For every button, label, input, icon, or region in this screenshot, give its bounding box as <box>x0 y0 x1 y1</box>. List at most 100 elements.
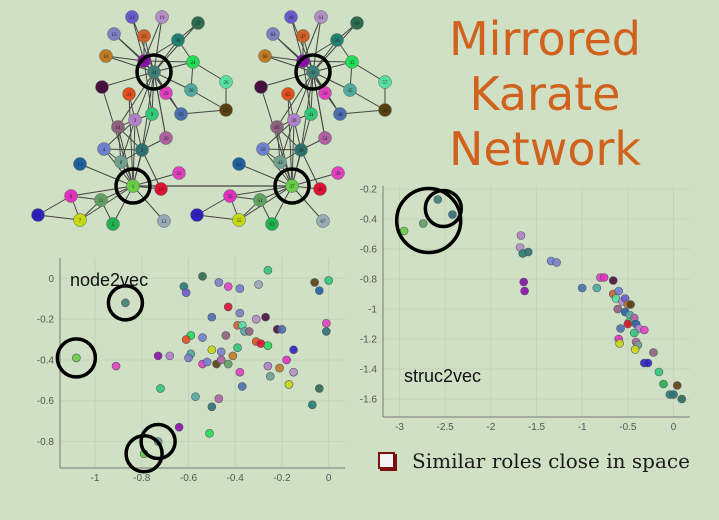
scatter-point <box>322 327 331 336</box>
scatter-point <box>520 286 529 296</box>
node-label: 65 <box>286 93 292 98</box>
scatter-point <box>263 341 273 350</box>
network-node <box>128 113 142 127</box>
network-node <box>111 120 125 134</box>
y-tick-label: -0.6 <box>360 245 378 256</box>
scatter-point <box>659 379 668 389</box>
network-node <box>94 193 108 207</box>
node-label: 59 <box>261 148 267 153</box>
network-node <box>137 29 151 43</box>
scatter-point <box>235 284 245 293</box>
highlight-circle <box>294 53 332 91</box>
network-edge <box>117 126 134 187</box>
network-edge <box>312 71 351 91</box>
node-label: 31 <box>127 93 133 98</box>
node-label: 1 <box>132 185 135 190</box>
scatter-point <box>616 324 625 333</box>
node-label: 2 <box>141 149 144 154</box>
scatter-point <box>191 392 200 401</box>
highlight-circle <box>394 186 463 255</box>
node-label: 12 <box>162 220 168 225</box>
node-label: 39 <box>299 149 305 154</box>
highlight-circle <box>106 284 145 322</box>
y-tick-label: -1.6 <box>360 395 378 406</box>
network-node <box>145 107 159 121</box>
scatter-point <box>181 288 191 297</box>
scatter-point <box>448 210 457 219</box>
y-tick-label: -1 <box>368 305 377 316</box>
x-tick-label: -3 <box>395 422 404 433</box>
scatter-point <box>207 345 217 355</box>
struc2vec-scatter-plot: -3 -2.5 -2 -1.5 -1 -0.5 0 -0.2 -0.4 -0.6 -0.8 -1 -1.… <box>360 185 690 433</box>
y-tick-label: -1.4 <box>360 365 378 376</box>
node-label: 34 <box>152 71 158 76</box>
scatter-point <box>184 353 193 363</box>
network-edge <box>260 71 314 88</box>
y-tick-label: -0.6 <box>37 396 55 407</box>
scatter-point <box>324 276 333 285</box>
scatter-point <box>263 265 273 275</box>
node-label: 5 <box>112 223 115 228</box>
scatter-point <box>289 345 298 355</box>
node2vec-label: node2vec <box>70 270 149 290</box>
node-label: 40 <box>289 16 295 21</box>
slide-title: Mirrored Karate Network <box>400 12 690 177</box>
node-label: 14 <box>116 126 122 131</box>
node-label: 7 <box>79 219 82 224</box>
y-tick-label: -0.2 <box>37 315 55 326</box>
scatter-point <box>198 333 207 342</box>
network-node <box>331 166 345 180</box>
x-tick-label: -0.5 <box>619 422 637 433</box>
scatter-point <box>275 363 284 373</box>
scatter-point <box>613 304 623 314</box>
network-node <box>125 10 139 24</box>
bullet-point: Similar roles close in space <box>378 444 708 478</box>
scatter-point <box>235 308 245 318</box>
network-node <box>254 80 268 94</box>
node-label: 16 <box>104 55 110 60</box>
scatter-point <box>198 272 207 281</box>
node-label: 41 <box>309 113 315 118</box>
scatter-point <box>315 384 324 393</box>
network-edge <box>276 126 293 187</box>
network-node <box>378 103 392 117</box>
node-label: 44 <box>383 109 389 114</box>
network-node <box>343 83 357 97</box>
network-node <box>186 55 200 69</box>
node-label: 55 <box>237 219 243 224</box>
node-label: 24 <box>191 61 197 66</box>
network-edge <box>312 16 322 73</box>
node-label: 35 <box>350 61 356 66</box>
scatter-point <box>205 429 214 438</box>
network-node <box>159 86 173 100</box>
scatter-point <box>214 394 224 403</box>
x-tick-label: -1.5 <box>528 422 546 433</box>
scatter-point <box>251 314 261 324</box>
network-node <box>135 143 149 157</box>
node-label: 17 <box>36 214 42 219</box>
node-label: 61 <box>319 16 325 21</box>
network-edge <box>37 214 81 221</box>
node-label: 21 <box>130 16 136 21</box>
network-node <box>184 83 198 97</box>
network-node <box>190 208 204 222</box>
network-edge <box>276 71 314 128</box>
network-node <box>73 157 87 171</box>
network-node <box>265 217 279 231</box>
node-label: 49 <box>336 172 342 177</box>
struc2vec-label: struc2vec <box>404 366 482 386</box>
scatter-point <box>233 343 242 353</box>
network-edge <box>151 71 155 115</box>
network-node <box>95 80 109 94</box>
network-edge <box>279 119 295 163</box>
network-node <box>223 189 237 203</box>
right-network: 40 61 60 64 47 36 66 42 35 57 58 65 50 45 44 41 48 38 60 54… <box>190 10 392 231</box>
scatter-point <box>265 371 275 381</box>
network-edge <box>153 16 163 73</box>
node-label: 66 <box>263 55 269 60</box>
highlight-circle <box>273 167 311 205</box>
scatter-point <box>223 359 233 369</box>
checkbox-square-icon <box>378 452 395 469</box>
scatter-point <box>523 247 533 257</box>
